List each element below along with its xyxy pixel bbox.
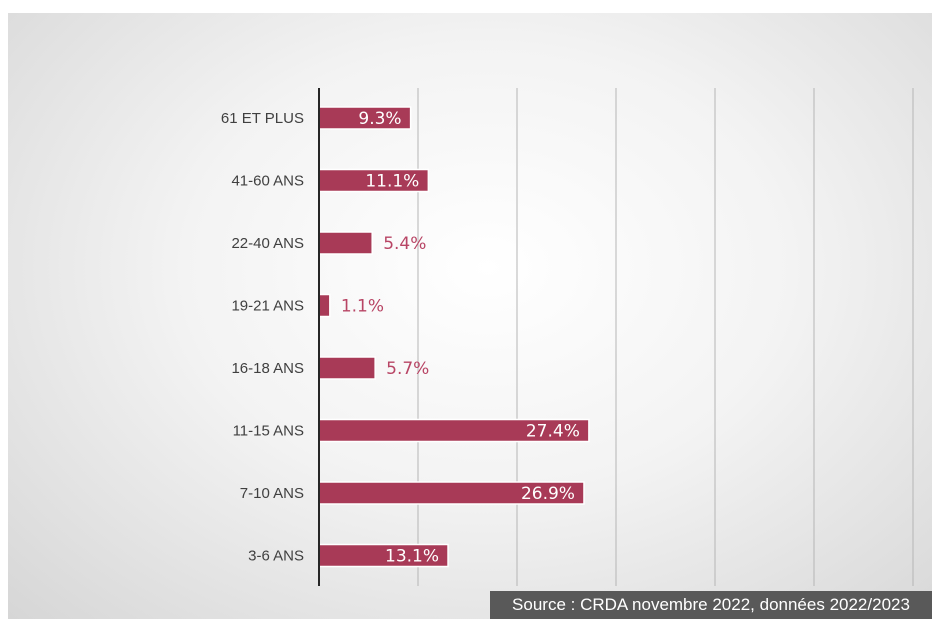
source-note: Source : CRDA novembre 2022, données 202… <box>490 591 932 619</box>
value-label: 26.9% <box>521 484 575 504</box>
value-label: 5.7% <box>386 359 429 379</box>
bar <box>318 231 373 255</box>
category-label: 61 ET PLUS <box>221 110 304 127</box>
category-label: 41-60 ANS <box>231 173 304 190</box>
chart-area: 61 ET PLUS 9.3% 41-60 ANS 11.1% 22-40 ANS 5.4… <box>8 13 932 619</box>
bar-chart: 61 ET PLUS 9.3% 41-60 ANS 11.1% 22-40 ANS 5.4… <box>221 88 914 586</box>
value-label: 27.4% <box>526 422 580 442</box>
category-label: 3-6 ANS <box>248 548 304 565</box>
value-label: 5.4% <box>383 234 426 254</box>
category-label: 11-15 ANS <box>233 423 304 440</box>
category-label: 19-21 ANS <box>231 298 304 315</box>
category-label: 7-10 ANS <box>240 485 304 502</box>
bar <box>318 293 331 318</box>
value-label: 1.1% <box>341 297 384 317</box>
bar <box>318 356 376 380</box>
value-label: 13.1% <box>385 547 439 567</box>
value-label: 9.3% <box>358 109 401 129</box>
value-label: 11.1% <box>365 172 419 192</box>
category-label: 16-18 ANS <box>231 360 304 377</box>
category-label: 22-40 ANS <box>231 235 304 252</box>
